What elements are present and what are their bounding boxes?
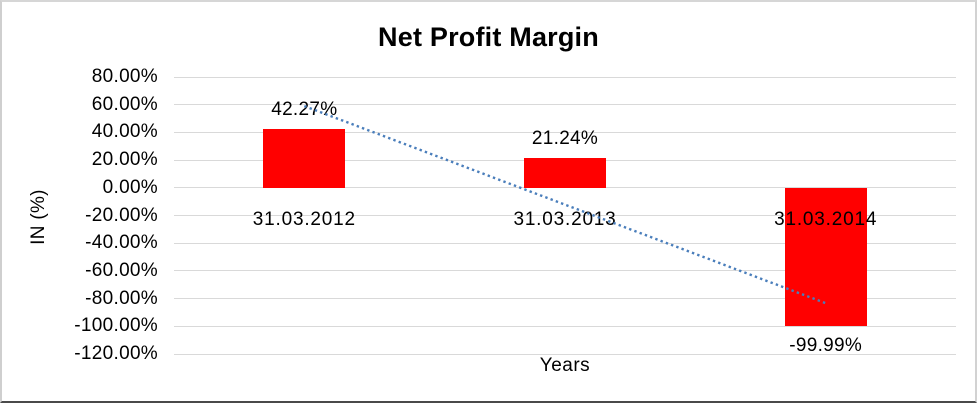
- data-label: 42.27%: [271, 99, 338, 121]
- y-tick-label: -100.00%: [74, 315, 158, 337]
- y-tick-label: 20.00%: [91, 149, 158, 171]
- y-tick-label: 0.00%: [102, 176, 158, 198]
- gridline: [174, 325, 956, 327]
- bar-31.03.2012: [263, 129, 346, 188]
- y-tick-label: -20.00%: [85, 204, 158, 226]
- y-tick-label: 40.00%: [91, 121, 158, 143]
- data-label: -99.99%: [789, 335, 863, 357]
- chart-title: Net Profit Margin: [378, 22, 599, 52]
- y-tick-label: -80.00%: [85, 287, 158, 309]
- x-category-label: 31.03.2014: [774, 208, 878, 230]
- data-label: 21.24%: [531, 128, 599, 150]
- gridline: [174, 76, 956, 78]
- bar-31.03.2013: [524, 158, 606, 188]
- gridline: [174, 353, 956, 355]
- x-category-label: 31.03.2013: [513, 208, 617, 230]
- y-tick-label: 80.00%: [91, 66, 158, 87]
- x-axis-title: Years: [539, 355, 591, 376]
- gridline: [174, 104, 956, 106]
- y-tick-label: -40.00%: [85, 232, 158, 254]
- x-category-label: 31.03.2012: [252, 208, 356, 230]
- y-tick-label: 60.00%: [91, 93, 158, 115]
- y-tick-label: -60.00%: [85, 259, 158, 281]
- y-tick-label: -120.00%: [74, 343, 158, 364]
